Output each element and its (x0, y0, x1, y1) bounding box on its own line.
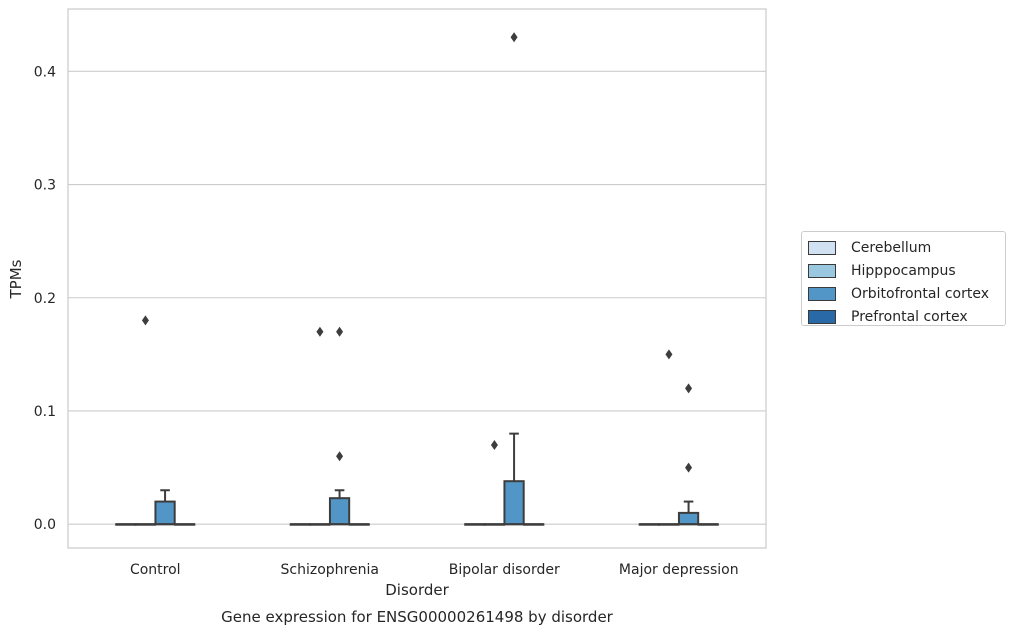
box-0-3 (174, 523, 196, 526)
legend-label: Hipppocampus (851, 262, 956, 279)
chart-caption: Gene expression for ENSG00000261498 by d… (221, 608, 614, 626)
y-tick-label: 0.4 (34, 64, 56, 80)
x-tick-labels: Control Schizophrenia Bipolar disorder Majo… (130, 562, 739, 578)
outlier-point (685, 462, 693, 473)
y-tick-label: 0.1 (34, 404, 56, 420)
legend: Cerebellum Hipppocampus Orbitofrontal cort… (801, 231, 1006, 326)
x-tick-label: Bipolar disorder (449, 562, 560, 578)
y-axis-label: TPMs (7, 259, 25, 299)
outlier-point (665, 349, 673, 360)
legend-label: Orbitofrontal cortex (851, 285, 989, 302)
box-body (503, 480, 525, 526)
x-tick-label: Control (130, 562, 181, 578)
y-tick-labels: 0.0 0.1 0.2 0.3 0.4 (34, 64, 56, 533)
legend-swatch (808, 263, 836, 278)
box-2-2 (503, 432, 525, 526)
box-2-1 (483, 523, 506, 526)
legend-item[interactable]: Orbitofrontal cortex (808, 282, 1005, 305)
box-0-1 (134, 523, 157, 526)
legend-label: Cerebellum (851, 239, 932, 256)
legend-swatch (808, 309, 836, 324)
box-body (677, 511, 700, 526)
box-3-0 (638, 523, 660, 526)
outlier-point (490, 439, 498, 450)
box-3-3 (697, 523, 719, 526)
outlier-point (336, 451, 344, 462)
outlier-point (685, 383, 693, 394)
plot-area-frame (67, 8, 767, 549)
box-0-0 (115, 523, 137, 526)
box-3-2 (677, 500, 700, 526)
legend-item[interactable]: Cerebellum (808, 236, 1005, 259)
x-tick-label: Major depression (619, 562, 739, 578)
outlier-point (316, 326, 324, 337)
box-0-2 (154, 489, 176, 526)
x-tick-label: Schizophrenia (281, 562, 379, 578)
box-2-0 (464, 523, 486, 526)
legend-label: Prefrontal cortex (851, 308, 968, 325)
outlier-point (336, 326, 344, 337)
legend-item[interactable]: Prefrontal cortex (808, 305, 1005, 328)
box-1-1 (309, 523, 331, 526)
box-1-0 (289, 523, 311, 526)
legend-swatch (808, 286, 836, 301)
box-body (154, 500, 176, 526)
legend-item[interactable]: Hipppocampus (808, 259, 1005, 282)
outliers (141, 32, 693, 473)
legend-swatch (808, 240, 836, 255)
outlier-point (510, 32, 518, 43)
outlier-point (141, 315, 149, 326)
box-1-3 (348, 523, 370, 526)
y-tick-label: 0.0 (34, 517, 56, 533)
y-tick-label: 0.2 (34, 291, 56, 307)
box-2-3 (523, 523, 545, 526)
boxes (115, 432, 719, 526)
x-axis-label: Disorder (385, 581, 449, 599)
box-1-2 (328, 489, 351, 526)
box-3-1 (658, 523, 680, 526)
y-tick-label: 0.3 (34, 178, 56, 194)
box-body (328, 497, 351, 526)
